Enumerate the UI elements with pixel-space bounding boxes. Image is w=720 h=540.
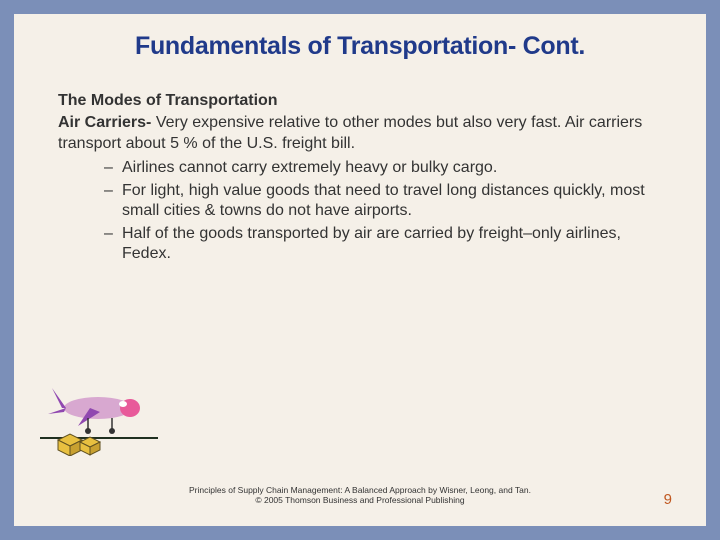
bullet-list: – Airlines cannot carry extremely heavy …: [104, 158, 656, 264]
bullet-item: – For light, high value goods that need …: [104, 181, 656, 222]
bullet-item: – Airlines cannot carry extremely heavy …: [104, 158, 656, 178]
bullet-text: Airlines cannot carry extremely heavy or…: [122, 158, 656, 178]
page-number: 9: [664, 491, 672, 508]
bullet-dash-icon: –: [104, 158, 122, 178]
footer-citation: Principles of Supply Chain Management: A…: [14, 485, 706, 506]
bullet-item: – Half of the goods transported by air a…: [104, 224, 656, 265]
airplane-clipart-icon: [38, 378, 178, 456]
slide-card: Fundamentals of Transportation- Cont. Th…: [14, 14, 706, 526]
bullet-dash-icon: –: [104, 181, 122, 222]
lead-bold: Air Carriers-: [58, 114, 151, 131]
slide-body: The Modes of Transportation Air Carriers…: [56, 91, 664, 265]
subheading: The Modes of Transportation: [58, 91, 656, 111]
bullet-dash-icon: –: [104, 224, 122, 265]
footer-line2: © 2005 Thomson Business and Professional…: [14, 495, 706, 506]
bullet-text: For light, high value goods that need to…: [122, 181, 656, 222]
lead-paragraph: Air Carriers- Very expensive relative to…: [58, 113, 656, 154]
bullet-text: Half of the goods transported by air are…: [122, 224, 656, 265]
footer-line1: Principles of Supply Chain Management: A…: [14, 485, 706, 496]
slide-title: Fundamentals of Transportation- Cont.: [56, 32, 664, 61]
